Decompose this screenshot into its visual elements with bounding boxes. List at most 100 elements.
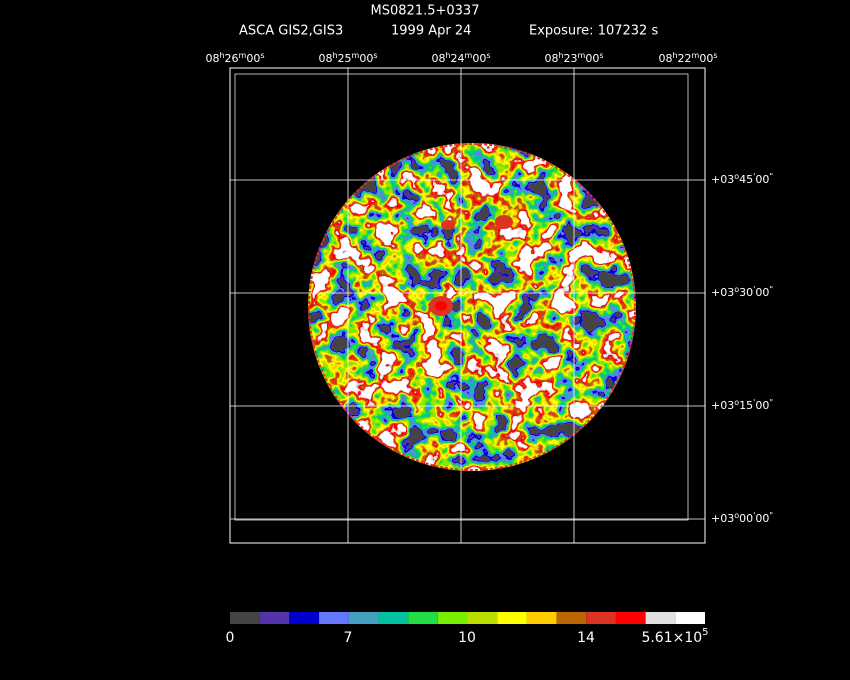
label-part: 23 <box>564 52 578 65</box>
label-part: 0 <box>226 630 235 646</box>
image-rim <box>308 143 636 471</box>
colorbar-cell <box>615 612 646 624</box>
exposure: Exposure: 107232 s <box>529 24 658 39</box>
source <box>441 220 455 230</box>
label-part: ' <box>753 398 755 407</box>
label-part: s <box>260 51 264 60</box>
colorbar-cell <box>645 612 676 624</box>
label-part: 5 <box>702 627 708 638</box>
label-part: 7 <box>344 630 353 646</box>
coordinate-grid <box>230 68 705 543</box>
label-part: 26 <box>225 52 239 65</box>
label-part: 22 <box>678 52 692 65</box>
colorbar-cell <box>556 612 587 624</box>
label-part: 08 <box>318 52 332 65</box>
dec-label: +03o45'00" <box>711 172 773 187</box>
colorbar-cell <box>437 612 468 624</box>
colorbar-label: 5.61×105 <box>641 627 708 646</box>
title: MS0821.5+0337 <box>371 4 480 19</box>
label-part: s <box>486 51 490 60</box>
ra-label: 08h25m00s <box>318 51 377 66</box>
colorbar-cell <box>230 612 260 624</box>
label-part: 10 <box>458 630 476 646</box>
label-part: +03 <box>711 512 734 525</box>
colorbar-label: 10 <box>458 630 476 646</box>
label-part: 00 <box>699 52 713 65</box>
label-part: 08 <box>658 52 672 65</box>
label-part: h <box>445 51 450 60</box>
label-part: 00 <box>246 52 260 65</box>
label-part: h <box>558 51 563 60</box>
dec-label: +03o30'00" <box>711 285 773 300</box>
colorbar-label: 7 <box>344 630 353 646</box>
label-part: m <box>239 51 247 60</box>
colorbar-cell <box>259 612 290 624</box>
label-part: o <box>734 172 739 181</box>
colorbar-cell <box>289 612 320 624</box>
label-part: o <box>734 398 739 407</box>
label-part: 00 <box>739 512 753 525</box>
label-part: h <box>219 51 224 60</box>
date: 1999 Apr 24 <box>391 24 471 39</box>
image-pixels <box>308 143 636 471</box>
instrument: ASCA GIS2,GIS3 <box>239 24 343 39</box>
colorbar-cell <box>586 612 616 624</box>
label-part: 00 <box>755 286 769 299</box>
label-part: 08 <box>431 52 445 65</box>
label-part: 00 <box>359 52 373 65</box>
plot-frame <box>229 67 706 544</box>
label-part: 00 <box>755 512 769 525</box>
label-part: 30 <box>739 286 753 299</box>
colorbar-cell <box>526 612 557 624</box>
label-part: 00 <box>755 399 769 412</box>
colorbar-label: 14 <box>577 630 595 646</box>
label-part: 00 <box>472 52 486 65</box>
label-part: o <box>734 285 739 294</box>
label-part: " <box>769 511 773 520</box>
label-part: +03 <box>711 173 734 186</box>
label-part: 24 <box>451 52 465 65</box>
label-part: m <box>578 51 586 60</box>
label-part: +03 <box>711 399 734 412</box>
dec-label: +03o15'00" <box>711 398 773 413</box>
source <box>495 215 513 229</box>
colorbar-label: 0 <box>226 630 235 646</box>
label-part: 25 <box>338 52 352 65</box>
label-part: " <box>769 398 773 407</box>
colorbar-cell <box>467 612 498 624</box>
colorbar-cell <box>319 612 349 624</box>
label-part: o <box>734 511 739 520</box>
ra-label: 08h24m00s <box>431 51 490 66</box>
dec-label: +03o00'00" <box>711 511 773 526</box>
label-part: 15 <box>739 399 753 412</box>
colorbar-cell <box>497 612 527 624</box>
label-part: 14 <box>577 630 595 646</box>
colorbar-cell <box>348 612 379 624</box>
label-part: ' <box>753 285 755 294</box>
label-part: s <box>713 51 717 60</box>
colorbar-cell <box>408 612 438 624</box>
colorbar-cell <box>675 612 705 624</box>
label-part: 00 <box>755 173 769 186</box>
image-edge <box>234 73 689 521</box>
label-part: 45 <box>739 173 753 186</box>
label-part: " <box>769 285 773 294</box>
label-part: s <box>599 51 603 60</box>
label-part: 08 <box>205 52 219 65</box>
ra-label: 08h22m00s <box>658 51 717 66</box>
label-part: h <box>672 51 677 60</box>
label-part: 5.61×10 <box>641 630 702 646</box>
label-part: h <box>332 51 337 60</box>
ra-label: 08h23m00s <box>544 51 603 66</box>
source-core <box>435 301 447 311</box>
label-part: 08 <box>544 52 558 65</box>
colorbar-cell <box>378 612 409 624</box>
label-part: s <box>373 51 377 60</box>
label-part: m <box>692 51 700 60</box>
label-part: " <box>769 172 773 181</box>
xray-image <box>308 143 636 471</box>
label-part: ' <box>753 511 755 520</box>
label-part: 00 <box>585 52 599 65</box>
label-part: m <box>465 51 473 60</box>
